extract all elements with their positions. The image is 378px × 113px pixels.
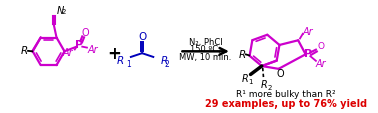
Text: 1: 1 xyxy=(248,78,253,84)
Text: Ar: Ar xyxy=(87,45,98,55)
Text: Ar: Ar xyxy=(63,48,74,58)
Text: O: O xyxy=(317,42,324,51)
Text: R¹ more bulky than R²: R¹ more bulky than R² xyxy=(236,89,336,98)
Text: P: P xyxy=(304,49,313,59)
Text: N: N xyxy=(57,6,64,16)
Text: MW, 10 min.: MW, 10 min. xyxy=(180,52,232,61)
Text: Ar: Ar xyxy=(302,27,313,37)
Text: 2: 2 xyxy=(62,9,66,15)
Text: N₂, PhCl: N₂, PhCl xyxy=(189,37,222,46)
Text: R: R xyxy=(239,49,246,59)
Text: 2: 2 xyxy=(267,84,271,90)
Text: 2: 2 xyxy=(164,59,169,68)
Text: 29 examples, up to 76% yield: 29 examples, up to 76% yield xyxy=(205,98,367,108)
Text: R: R xyxy=(242,74,248,84)
Text: R: R xyxy=(161,55,168,65)
Text: +: + xyxy=(107,45,121,63)
Text: O: O xyxy=(277,68,284,78)
Text: R: R xyxy=(21,46,28,56)
Text: O: O xyxy=(138,32,146,42)
Text: O: O xyxy=(81,27,89,37)
Text: 150 ºC,: 150 ºC, xyxy=(190,45,221,54)
Text: R: R xyxy=(117,55,124,65)
Text: P: P xyxy=(75,40,84,49)
Text: 1: 1 xyxy=(127,59,132,68)
Text: Ar: Ar xyxy=(315,58,326,68)
Text: R: R xyxy=(261,79,268,89)
